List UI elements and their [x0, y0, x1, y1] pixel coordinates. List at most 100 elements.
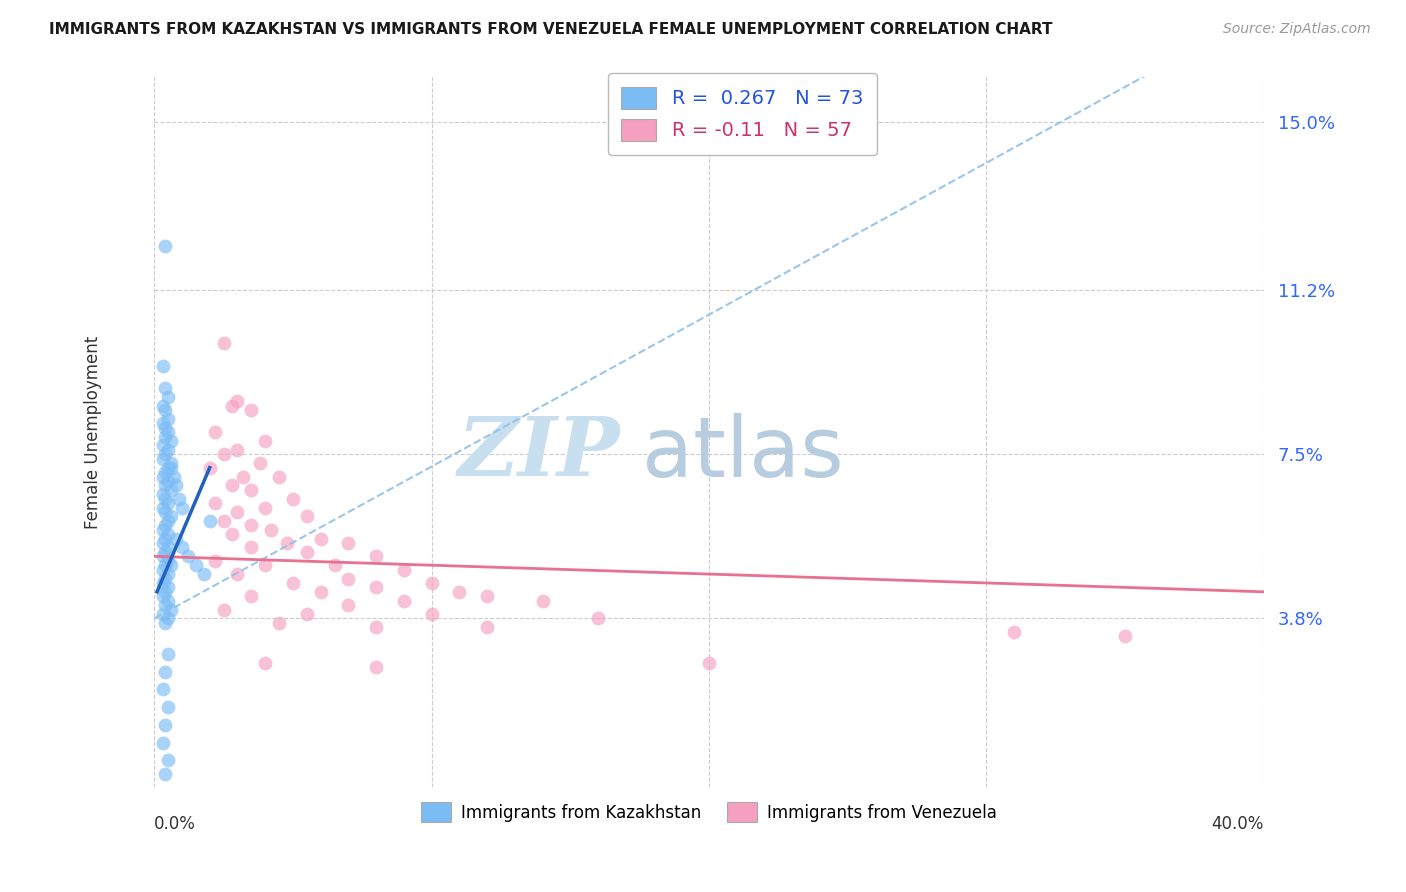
Point	[157, 541, 180, 555]
Point	[152, 399, 174, 413]
Point	[155, 584, 177, 599]
Point	[254, 656, 277, 670]
Point	[323, 558, 346, 573]
Point	[155, 665, 177, 679]
Point	[163, 469, 186, 483]
Point	[152, 359, 174, 373]
Point	[170, 500, 193, 515]
Point	[152, 607, 174, 621]
Point	[226, 505, 249, 519]
Point	[157, 647, 180, 661]
Point	[337, 536, 360, 550]
Point	[249, 456, 271, 470]
Point	[152, 417, 174, 431]
Point	[198, 514, 221, 528]
Point	[157, 554, 180, 568]
Point	[152, 469, 174, 483]
Point	[155, 421, 177, 435]
Point	[157, 442, 180, 457]
Point	[152, 487, 174, 501]
Point	[420, 576, 443, 591]
Point	[157, 593, 180, 607]
Point	[697, 656, 720, 670]
Point	[309, 532, 332, 546]
Point	[155, 615, 177, 630]
Point	[254, 500, 277, 515]
Point	[152, 549, 174, 564]
Point	[212, 447, 235, 461]
Point	[160, 509, 183, 524]
Point	[160, 460, 183, 475]
Point	[254, 434, 277, 448]
Text: atlas: atlas	[643, 413, 844, 494]
Point	[157, 474, 180, 488]
Point	[240, 541, 263, 555]
Point	[160, 456, 183, 470]
Point	[531, 593, 554, 607]
Point	[152, 682, 174, 697]
Point	[157, 527, 180, 541]
Point	[155, 572, 177, 586]
Point	[165, 478, 187, 492]
Point	[232, 469, 254, 483]
Point	[157, 390, 180, 404]
Point	[221, 527, 243, 541]
Point	[240, 483, 263, 497]
Point	[157, 412, 180, 426]
Point	[337, 598, 360, 612]
Point	[260, 523, 283, 537]
Point	[160, 483, 183, 497]
Point	[152, 735, 174, 749]
Point	[295, 509, 318, 524]
Point	[176, 549, 198, 564]
Point	[420, 607, 443, 621]
Point	[212, 602, 235, 616]
Point	[160, 602, 183, 616]
Point	[254, 558, 277, 573]
Point	[155, 766, 177, 780]
Point	[152, 589, 174, 603]
Point	[157, 425, 180, 440]
Point	[226, 442, 249, 457]
Point	[157, 753, 180, 767]
Text: 0.0%: 0.0%	[155, 815, 195, 833]
Point	[1114, 629, 1136, 643]
Point	[184, 558, 207, 573]
Point	[295, 545, 318, 559]
Point	[240, 518, 263, 533]
Text: 40.0%: 40.0%	[1212, 815, 1264, 833]
Point	[155, 429, 177, 443]
Point	[152, 451, 174, 466]
Point	[170, 541, 193, 555]
Point	[1002, 624, 1025, 639]
Point	[155, 558, 177, 573]
Point	[281, 491, 304, 506]
Point	[276, 536, 298, 550]
Point	[240, 403, 263, 417]
Point	[155, 447, 177, 461]
Point	[366, 620, 388, 634]
Point	[337, 572, 360, 586]
Legend: Immigrants from Kazakhstan, Immigrants from Venezuela: Immigrants from Kazakhstan, Immigrants f…	[415, 796, 1004, 829]
Point	[157, 460, 180, 475]
Text: Source: ZipAtlas.com: Source: ZipAtlas.com	[1223, 22, 1371, 37]
Point	[160, 434, 183, 448]
Point	[392, 593, 415, 607]
Point	[155, 478, 177, 492]
Point	[155, 532, 177, 546]
Point	[152, 563, 174, 577]
Point	[165, 532, 187, 546]
Point	[240, 589, 263, 603]
Point	[449, 584, 471, 599]
Point	[155, 465, 177, 479]
Point	[204, 496, 226, 510]
Point	[392, 563, 415, 577]
Point	[155, 518, 177, 533]
Point	[152, 523, 174, 537]
Point	[309, 584, 332, 599]
Point	[295, 607, 318, 621]
Point	[198, 460, 221, 475]
Point	[155, 718, 177, 732]
Point	[157, 567, 180, 582]
Text: Female Unemployment: Female Unemployment	[84, 335, 103, 529]
